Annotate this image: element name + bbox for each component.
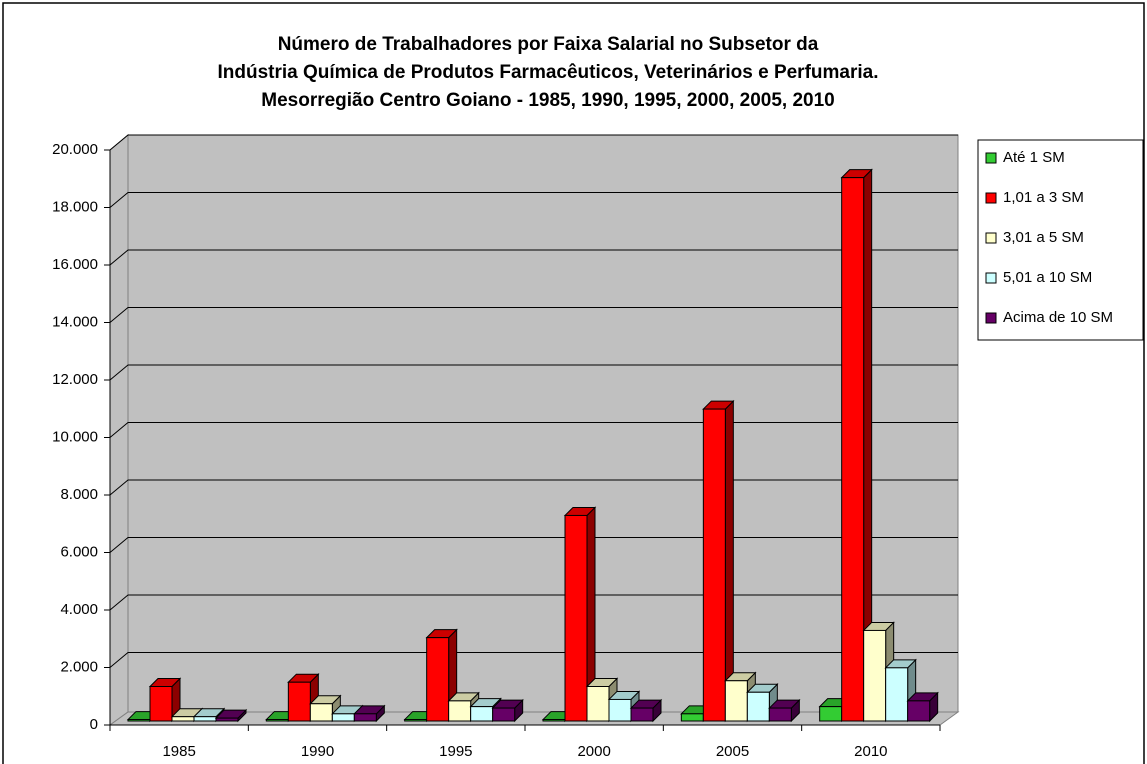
grid-line xyxy=(109,537,958,553)
bar xyxy=(563,506,597,723)
bar-front xyxy=(841,177,865,722)
chart-title: Mesorregião Centro Goiano - 1985, 1990, … xyxy=(261,90,834,111)
bar xyxy=(906,691,939,723)
bar-front xyxy=(630,707,654,722)
y-tick-label: 10.000 xyxy=(52,428,98,445)
x-tick-label: 1995 xyxy=(439,743,472,760)
bar-front xyxy=(885,667,909,722)
chart-title: Número de Trabalhadores por Faixa Salari… xyxy=(278,34,819,55)
bar-front xyxy=(287,681,311,722)
bar xyxy=(629,698,663,723)
bar-front xyxy=(193,716,217,722)
bar xyxy=(840,168,873,723)
y-tick-label: 14.000 xyxy=(52,313,98,330)
bar-side xyxy=(724,399,734,723)
bar-front xyxy=(768,707,792,722)
bar-front xyxy=(149,686,173,722)
bar xyxy=(309,694,342,723)
bar-front xyxy=(724,680,748,722)
bar-front xyxy=(404,719,428,722)
y-tick-label: 8.000 xyxy=(60,486,98,503)
bar-front xyxy=(746,691,770,722)
bar xyxy=(353,704,386,723)
x-tick-label: 1985 xyxy=(162,743,195,760)
y-tick-label: 18.000 xyxy=(52,198,98,215)
y-tick-label: 2.000 xyxy=(60,658,98,675)
bar-front xyxy=(863,629,887,722)
grid-line xyxy=(109,364,958,381)
y-tick-label: 12.000 xyxy=(52,371,98,388)
y-tick-label: 16.000 xyxy=(52,256,98,273)
bar xyxy=(702,399,735,723)
bar-front xyxy=(586,686,610,722)
bar-front xyxy=(907,700,931,722)
grid-line xyxy=(109,422,958,438)
legend-label: Até 1 SM xyxy=(1003,149,1065,166)
legend-swatch xyxy=(985,272,997,284)
grid-line xyxy=(109,134,958,151)
bar-front xyxy=(171,716,195,722)
bar-front xyxy=(492,707,516,722)
x-tick-label: 2010 xyxy=(854,743,887,760)
bar xyxy=(768,698,801,723)
bar-front xyxy=(215,717,239,722)
y-tick-label: 6.000 xyxy=(60,543,98,560)
legend-label: 5,01 a 10 SM xyxy=(1003,269,1092,286)
legend-label: 1,01 a 3 SM xyxy=(1003,189,1084,206)
bar-front xyxy=(470,706,494,722)
y-tick-label: 20.000 xyxy=(52,141,98,158)
bar-front xyxy=(309,703,333,722)
bar-front xyxy=(542,719,566,722)
grid-line xyxy=(109,249,958,266)
grid-line xyxy=(109,192,958,208)
back-wall xyxy=(127,134,959,713)
legend-swatch xyxy=(985,312,997,324)
legend-label: Acima de 10 SM xyxy=(1003,309,1113,326)
legend-swatch xyxy=(985,152,997,164)
grid-line xyxy=(109,479,958,496)
legend-label: 3,01 a 5 SM xyxy=(1003,229,1084,246)
bar-front xyxy=(680,713,704,722)
legend-swatch xyxy=(985,192,997,204)
bar xyxy=(214,708,248,723)
bar-front xyxy=(448,700,472,722)
y-tick-label: 0 xyxy=(90,716,98,733)
bar xyxy=(491,698,524,723)
chart-title: Indústria Química de Produtos Farmacêuti… xyxy=(218,62,879,83)
x-tick-label: 1990 xyxy=(301,743,334,760)
bar-front xyxy=(426,637,450,722)
bar-front xyxy=(819,706,843,722)
bar-front xyxy=(127,719,151,722)
x-tick-label: 2000 xyxy=(577,743,610,760)
y-tick-label: 4.000 xyxy=(60,601,98,618)
legend-swatch xyxy=(985,232,997,244)
bar-front xyxy=(702,408,726,722)
grid-line xyxy=(109,594,958,611)
bar-front xyxy=(331,713,355,722)
bar-front xyxy=(564,514,588,722)
bar-front xyxy=(265,719,289,722)
grid-line xyxy=(109,652,958,668)
grid-line xyxy=(109,307,958,323)
bar-front xyxy=(353,713,377,722)
legend xyxy=(977,139,1144,341)
bar-front xyxy=(608,698,632,722)
x-tick-label: 2005 xyxy=(716,743,749,760)
bar xyxy=(148,677,182,723)
